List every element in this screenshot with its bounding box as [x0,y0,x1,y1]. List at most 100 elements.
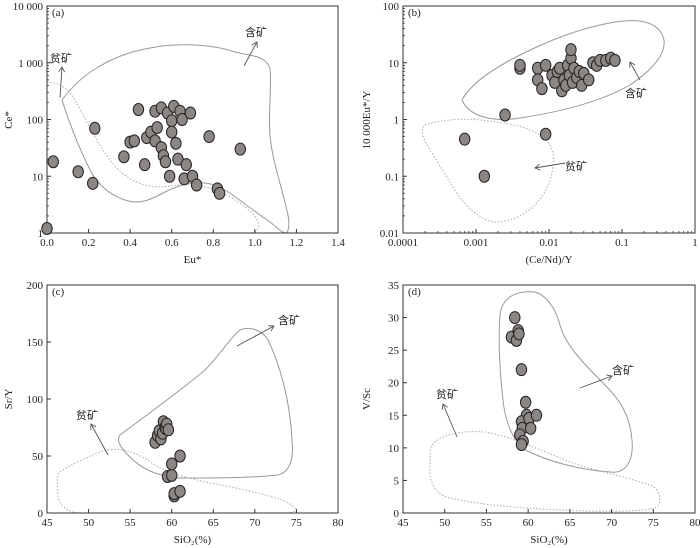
annotation-arrow [90,423,109,456]
x-tick-label: 70 [606,517,618,529]
x-tick-label: 80 [333,517,345,529]
x-tick-label: 0.4 [123,237,137,249]
annotation-arrow [534,162,566,169]
x-tick-label: 1.4 [331,237,345,249]
arrowhead [251,41,258,48]
x-tick-label: 0.6 [165,237,179,249]
data-point [118,150,130,164]
y-tick-label: 10 [32,171,44,183]
x-tick-label: 60 [166,517,178,529]
data-point [174,449,186,463]
data-point [47,155,59,169]
x-tick-label: 70 [249,517,261,529]
panel-3: 45 50 55 60 65 70 75 80 0 50 100 150 200 (c) SiO₂(%) Sr… [3,280,344,546]
x-tick-label: 50 [439,517,451,529]
data-point [519,395,532,409]
x-axis-label: Eu* [184,254,202,266]
annotation-label: 含矿 [245,25,267,39]
x-tick-label: 0.1 [615,237,629,249]
data-point [609,53,621,67]
data-point [166,457,178,471]
arrowhead [441,403,448,410]
arrowhead [606,374,613,381]
plot-frame [46,5,339,234]
data-point [539,127,552,141]
data-point [539,58,552,72]
data-point [514,58,526,72]
x-tick-label: 0.001 [464,237,489,249]
data-point [87,176,99,190]
data-point [176,113,188,126]
ore-bearing-envelope [117,327,293,479]
data-point [166,468,178,482]
annotation-label: 贫矿 [436,387,458,401]
plot-frame [402,284,696,514]
data-point [184,106,197,120]
data-point [166,125,178,139]
x-tick-label: 60 [523,517,535,529]
plot-frame [402,5,696,234]
data-point [174,484,186,498]
x-tick-label: 0.0 [40,237,54,249]
y-tick-label: 0 [394,508,400,520]
barren-envelope [421,118,554,223]
data-point [530,408,543,422]
y-tick-label: 1 000 [18,58,43,70]
annotation-arrow [442,403,458,438]
annotation-arrow [243,41,258,67]
data-point [524,421,537,435]
x-tick-label: 65 [564,517,576,529]
x-tick-label: 1.0 [248,237,262,249]
arrowhead [268,325,275,332]
y-tick-label: 100 [27,115,44,127]
x-tick-label: 50 [83,517,95,529]
y-tick-label: 150 [27,337,44,349]
data-point [499,108,511,122]
data-point [515,438,528,452]
data-point [172,152,184,166]
annotation-label: 贫矿 [50,51,72,65]
y-tick-label: 15 [388,410,400,422]
arrowhead [534,163,541,171]
y-axis-label: Ce* [3,111,15,129]
arrowhead [90,423,97,430]
x-tick-label: 45 [42,517,54,529]
data-point [536,82,548,96]
data-point [478,169,491,183]
ore-bearing-envelope [61,44,290,234]
barren-envelope [429,431,661,512]
barren-envelope [46,81,259,234]
y-tick-label: 35 [388,280,400,292]
data-point [128,134,141,148]
x-tick-label: 0.0001 [388,237,418,249]
y-tick-label: 0.1 [385,171,399,183]
annotation-arrow [579,375,613,389]
y-tick-label: 10 000 [13,1,44,13]
y-axis-label: Sr/Y [3,389,15,410]
arrowhead [629,61,636,68]
annotation-label: 含矿 [278,313,300,327]
y-tick-label: 200 [27,280,44,292]
data-point [163,169,176,183]
panel-label: (b) [408,7,421,19]
data-point [41,222,53,236]
x-tick-label: 75 [648,517,660,529]
x-tick-label: 65 [208,517,220,529]
data-point [166,114,178,128]
x-tick-label: 75 [291,517,303,529]
panel-1: 0.0 0.2 0.4 0.6 0.8 1.0 1.2 1.4 1 10 100 1 000 10 00… [3,1,345,266]
data-point [203,130,215,144]
ore-bearing-envelope [461,20,665,120]
y-tick-label: 5 [394,475,400,487]
ore-bearing-envelope [498,291,633,473]
data-point [151,121,163,135]
data-point [565,43,577,57]
x-axis-label: (Ce/Nd)/Y [525,254,572,266]
data-point [583,73,595,87]
data-point [132,103,145,117]
data-point [509,311,521,325]
data-point [138,158,151,172]
annotation-label: 含矿 [612,363,634,377]
panel-2: 0.0001 0.001 0.01 0.1 1 0.01 0.1 1 10 100 (b) (Ce/N… [361,1,698,266]
x-tick-label: 55 [125,517,137,529]
